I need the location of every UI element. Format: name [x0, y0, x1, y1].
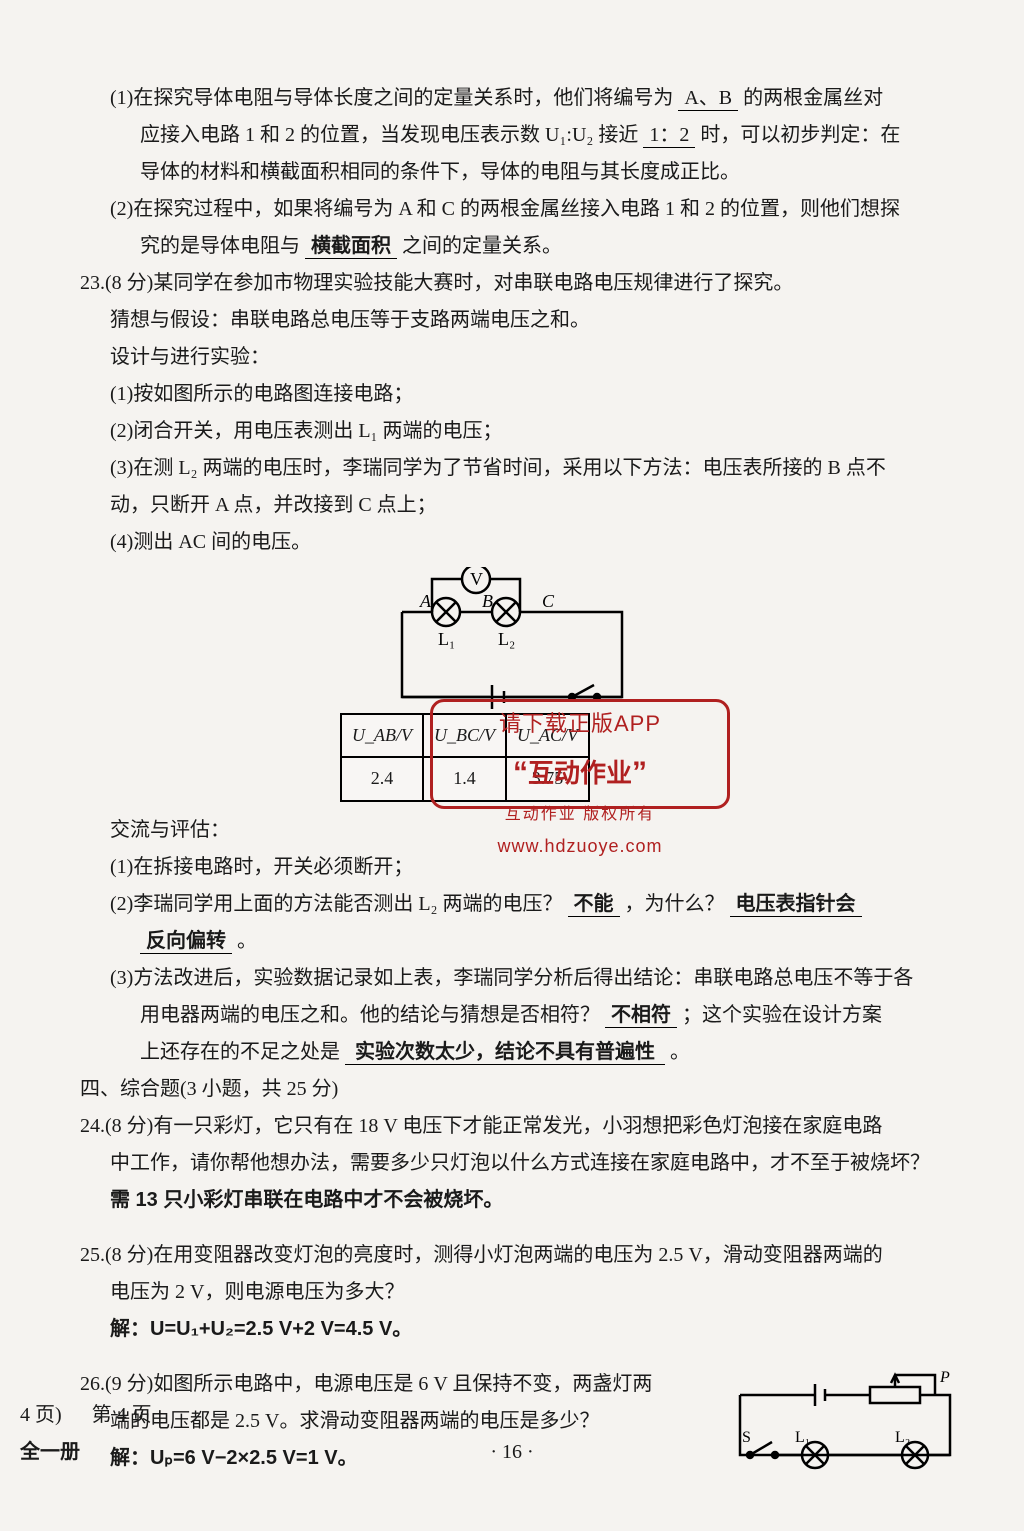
q23-blank-cannot: 不能	[568, 892, 620, 917]
q22-blank-area: 横截面积	[305, 234, 397, 259]
q22-2-line2: 究的是导体电阻与 横截面积 之间的定量关系。	[50, 228, 974, 265]
q23-step3b: 动，只断开 A 点，并改接到 C 点上；	[50, 487, 974, 524]
q23-design: 设计与进行实验：	[50, 339, 974, 376]
q23-step4: (4)测出 AC 间的电压。	[50, 524, 974, 561]
label-p: P	[939, 1370, 950, 1386]
footer-left: 4 页) 第 4 页 全一册	[20, 1397, 152, 1471]
label-l1: L₁	[438, 629, 455, 649]
cell-ubc: 1.4	[423, 757, 506, 800]
footer-page-number: · 16 ·	[0, 1434, 1024, 1471]
text: 用电器两端的电压之和。他的结论与猜想是否相符？	[140, 1004, 600, 1026]
q22-blank-ratio: 1：2	[643, 123, 695, 148]
q24-l2: 中工作，请你帮他想办法，需要多少只灯泡以什么方式连接在家庭电路中，才不至于被烧坏…	[50, 1145, 974, 1182]
cell-uac-h: U_AC/V	[506, 714, 589, 757]
text: ；这个实验在设计方案	[682, 1004, 882, 1026]
q23-circuit-diagram: A B C L₁ L₂ V	[332, 567, 692, 717]
text: 上还存在的不足之处是	[140, 1041, 340, 1063]
text: 的两根金属丝对	[743, 87, 883, 109]
text: 导体的材料和横截面积相同的条件下，导体的电阻与其长度成正比。	[140, 161, 740, 183]
section4-title: 四、综合题(3 小题，共 25 分)	[50, 1071, 974, 1108]
text: (2)李瑞同学用上面的方法能否测出 L₂ 两端的电压？	[110, 893, 563, 915]
q23-eval3a: (3)方法改进后，实验数据记录如上表，李瑞同学分析后得出结论：串联电路总电压不等…	[50, 960, 974, 997]
cell-uab-h: U_AB/V	[341, 714, 423, 757]
text: 。	[670, 1041, 690, 1063]
table-row: U_AB/V U_BC/V U_AC/V	[341, 714, 589, 757]
q23-eval1: (1)在拆接电路时，开关必须断开；	[50, 849, 974, 886]
q22-1-line3: 导体的材料和横截面积相同的条件下，导体的电阻与其长度成正比。	[50, 154, 974, 191]
text: 究的是导体电阻与	[140, 235, 300, 257]
circuit-svg: A B C L₁ L₂ V	[362, 567, 662, 717]
text: 之间的定量关系。	[402, 235, 562, 257]
q23-blank-why1: 电压表指针会	[730, 892, 862, 917]
text: 时，可以初步判定：在	[700, 124, 900, 146]
q23-hypothesis: 猜想与假设：串联电路总电压等于支路两端电压之和。	[50, 302, 974, 339]
q23-eval2b: 反向偏转 。	[50, 923, 974, 960]
cell-uab: 2.4	[341, 757, 423, 800]
cell-ubc-h: U_BC/V	[423, 714, 506, 757]
q22-2-line1: (2)在探究过程中，如果将编号为 A 和 C 的两根金属丝接入电路 1 和 2 …	[50, 191, 974, 228]
q23-eval3b: 用电器两端的电压之和。他的结论与猜想是否相符？ 不相符 ；这个实验在设计方案	[50, 997, 974, 1034]
q24-l1: 24.(8 分)有一只彩灯，它只有在 18 V 电压下才能正常发光，小羽想把彩色…	[50, 1108, 974, 1145]
q22-1-line1: (1)在探究导体电阻与导体长度之间的定量关系时，他们将编号为 A、B 的两根金属…	[50, 80, 974, 117]
q22-1-line2: 应接入电路 1 和 2 的位置，当发现电压表示数 U₁:U₂ 接近 1：2 时，…	[50, 117, 974, 154]
q23-step1: (1)按如图所示的电路图连接电路；	[50, 376, 974, 413]
q23-blank-why2: 反向偏转	[140, 929, 232, 954]
q23-table-wrap: U_AB/V U_BC/V U_AC/V 2.4 1.4 3.75 请下载正版A…	[340, 713, 700, 802]
q25-l2: 电压为 2 V，则电源电压为多大？	[50, 1274, 974, 1311]
q23-step2: (2)闭合开关，用电压表测出 L₁ 两端的电压；	[50, 413, 974, 450]
q23-eval2: (2)李瑞同学用上面的方法能否测出 L₂ 两端的电压？ 不能 ，为什么？ 电压表…	[50, 886, 974, 923]
cell-uac: 3.75	[506, 757, 589, 800]
label-l2: L₂	[498, 629, 515, 649]
footer-4ye: 4 页)	[20, 1404, 62, 1426]
footer-quanyice: 全一册	[20, 1441, 80, 1463]
page: (1)在探究导体电阻与导体长度之间的定量关系时，他们将编号为 A、B 的两根金属…	[0, 0, 1024, 1531]
q25-l1: 25.(8 分)在用变阻器改变灯泡的亮度时，测得小灯泡两端的电压为 2.5 V，…	[50, 1237, 974, 1274]
q23-step3a: (3)在测 L₂ 两端的电压时，李瑞同学为了节省时间，采用以下方法：电压表所接的…	[50, 450, 974, 487]
q23-eval-title: 交流与评估：	[50, 812, 974, 849]
label-a: A	[419, 591, 432, 611]
page-footer: 4 页) 第 4 页 全一册 · 16 ·	[0, 1434, 1024, 1471]
q23-eval3c: 上还存在的不足之处是 实验次数太少，结论不具有普遍性 。	[50, 1034, 974, 1071]
text: 。	[237, 930, 257, 952]
label-c: C	[542, 591, 555, 611]
q23-blank-match: 不相符	[605, 1003, 677, 1028]
q23-data-table: U_AB/V U_BC/V U_AC/V 2.4 1.4 3.75	[340, 713, 590, 802]
text: (2)在探究过程中，如果将编号为 A 和 C 的两根金属丝接入电路 1 和 2 …	[110, 198, 900, 220]
q23-blank-flaw: 实验次数太少，结论不具有普遍性	[345, 1040, 665, 1065]
label-b: B	[482, 591, 493, 611]
text: (1)在探究导体电阻与导体长度之间的定量关系时，他们将编号为	[110, 87, 673, 109]
q23-head: 23.(8 分)某同学在参加市物理实验技能大赛时，对串联电路电压规律进行了探究。	[50, 265, 974, 302]
label-v: V	[470, 569, 483, 589]
table-row: 2.4 1.4 3.75	[341, 757, 589, 800]
text: ，为什么？	[625, 893, 725, 915]
q25-answer: 解：U=U₁+U₂=2.5 V+2 V=4.5 V。	[50, 1311, 974, 1348]
text: 应接入电路 1 和 2 的位置，当发现电压表示数 U₁:U₂ 接近	[140, 124, 638, 146]
footer-di4ye: 第 4 页	[92, 1404, 152, 1426]
q24-answer: 需 13 只小彩灯串联在电路中才不会被烧坏。	[50, 1182, 974, 1219]
q22-blank-ab: A、B	[678, 86, 738, 111]
